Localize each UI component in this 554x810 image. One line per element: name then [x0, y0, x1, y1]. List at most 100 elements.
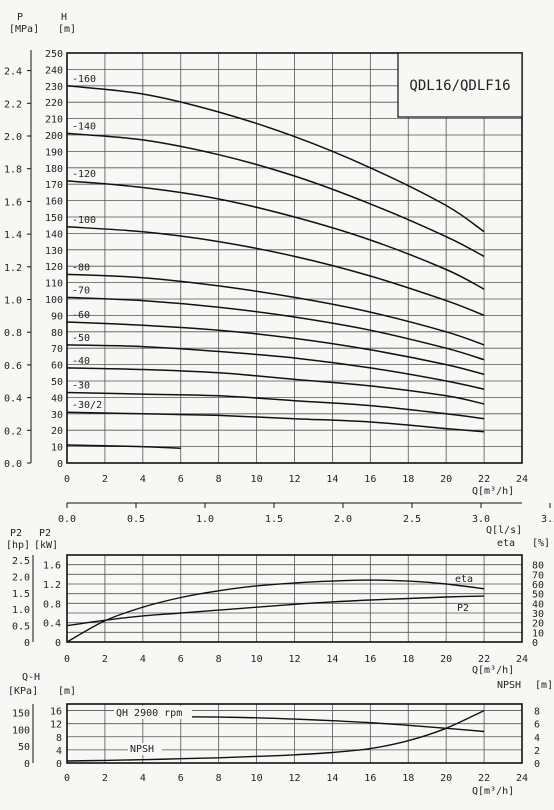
p2-curve — [66, 595, 485, 627]
q-tick-label: 20 — [440, 474, 452, 485]
q-tick-label-bottom: 10 — [251, 773, 263, 784]
hp-tick-label: 0.5 — [12, 622, 30, 633]
h-tick-label: 100 — [45, 295, 63, 306]
x-axis-label-m3h: Q[m³/h] — [472, 486, 514, 497]
eta-tick-label: 50 — [532, 590, 544, 601]
eta-tick-label: 30 — [532, 609, 544, 620]
q-tick-label-mid: 0 — [64, 654, 70, 665]
h-tick-label: 110 — [45, 279, 63, 290]
p-tick-label: 0.6 — [4, 361, 22, 372]
q-tick-label-mid: 2 — [102, 654, 108, 665]
kpa-tick-label: 150 — [12, 709, 30, 720]
h-tick-label: 40 — [51, 393, 63, 404]
head-chart-frame — [66, 52, 523, 464]
hp-tick-label: 2.5 — [12, 556, 30, 567]
power-chart-grid — [66, 555, 523, 642]
left-axis-symbol-p2hp: P2 — [10, 528, 22, 539]
q-tick-label: 16 — [364, 474, 376, 485]
npsh-tick-label: 2 — [534, 746, 540, 757]
kw-tick-label: 0.8 — [43, 599, 61, 610]
eta-tick-label: 60 — [532, 580, 544, 591]
head-curves: -160 -140 -120 -100 -80 -70 -60 -50 -40 -30 -30/2 — [66, 74, 485, 449]
stage-label: -40 — [72, 356, 90, 367]
h-tick-label: 190 — [45, 147, 63, 158]
npsh-tick-label: 4 — [534, 733, 540, 744]
kw-tick-label: 0 — [55, 638, 61, 649]
head-curve — [66, 296, 485, 361]
hp-tick-label: 0 — [24, 638, 30, 649]
ls-tick-label: 1.5 — [265, 514, 283, 525]
stage-label: -80 — [72, 262, 90, 273]
q-tick-label-bottom: 12 — [288, 773, 300, 784]
head-curve — [66, 411, 485, 433]
left-axis-symbol-p: P — [17, 12, 23, 23]
q-tick-label-bottom: 0 — [64, 773, 70, 784]
ls-tick-label: 1.0 — [196, 514, 214, 525]
qh-npsh-frame — [66, 703, 523, 764]
q-tick-label-mid: 8 — [216, 654, 222, 665]
npsh-label-bg — [128, 743, 162, 755]
h-tick-label: 180 — [45, 164, 63, 175]
power-efficiency-curves: eta P2 — [66, 574, 485, 643]
h-tick-label: 240 — [45, 65, 63, 76]
eta-curve — [66, 579, 485, 643]
left-axis-unit-mpa: [MPa] — [9, 24, 39, 35]
q-tick-label: 10 — [251, 474, 263, 485]
x-axis-label-m3h-mid: Q[m³/h] — [472, 665, 514, 676]
hp-tick-label: 1.5 — [12, 589, 30, 600]
h-tick-label: 30 — [51, 410, 63, 421]
right-axis-unit-percent: [%] — [532, 538, 550, 549]
head-curve — [66, 226, 485, 317]
h-tick-label: 70 — [51, 344, 63, 355]
q-tick-label-mid: 18 — [402, 654, 414, 665]
q-tick-label-bottom: 18 — [402, 773, 414, 784]
h-tick-label: 250 — [45, 49, 63, 60]
h-tick-label: 0 — [57, 459, 63, 470]
hp-tick-label: 1.0 — [12, 605, 30, 616]
m-tick-label: 16 — [50, 707, 62, 718]
h-tick-label: 50 — [51, 377, 63, 388]
q-tick-label-bottom: 22 — [478, 773, 490, 784]
h-tick-label: 170 — [45, 180, 63, 191]
ls-tick-label: 0.5 — [127, 514, 145, 525]
q-tick-label: 4 — [140, 474, 146, 485]
q-tick-label-mid: 24 — [516, 654, 528, 665]
p-tick-label: 2.0 — [4, 132, 22, 143]
npsh-curve — [66, 709, 485, 762]
head-curve — [66, 367, 485, 405]
h-tick-label: 80 — [51, 328, 63, 339]
h-tick-label: 60 — [51, 361, 63, 372]
left-axis-symbol-qh: Q-H — [22, 672, 40, 683]
kw-tick-label: 1.6 — [43, 561, 61, 572]
q-tick-label-mid: 6 — [178, 654, 184, 665]
head-curve — [66, 273, 485, 346]
qh-npsh-curves: QH 2900 rpm NPSH — [66, 705, 485, 762]
p-tick-label: 0.2 — [4, 426, 22, 437]
eta-tick-label: 10 — [532, 628, 544, 639]
right-axis-symbol-npsh: NPSH — [497, 680, 521, 691]
title-box — [397, 52, 523, 118]
q-tick-label-mid: 20 — [440, 654, 452, 665]
p-tick-label: 1.6 — [4, 197, 22, 208]
h-tick-label: 10 — [51, 443, 63, 454]
q-tick-label: 14 — [326, 474, 338, 485]
q-tick-label: 18 — [402, 474, 414, 485]
kw-tick-label: 0.4 — [43, 619, 61, 630]
p2-curve-label: P2 — [457, 603, 469, 614]
head-curve — [66, 344, 485, 390]
p-tick-label: 0.4 — [4, 394, 22, 405]
p-tick-label: 0.8 — [4, 328, 22, 339]
y-axis-unit-m: [m] — [58, 24, 76, 35]
h-tick-label: 90 — [51, 311, 63, 322]
q-tick-label-bottom: 8 — [216, 773, 222, 784]
p-tick-label: 2.2 — [4, 99, 22, 110]
head-curve — [66, 444, 181, 449]
q-tick-label: 8 — [216, 474, 222, 485]
left-axis-symbol-p2kw: P2 — [39, 528, 51, 539]
qh-label-bg — [114, 705, 192, 719]
eta-curve-label: eta — [455, 574, 473, 585]
m-tick-label: 8 — [56, 733, 62, 744]
